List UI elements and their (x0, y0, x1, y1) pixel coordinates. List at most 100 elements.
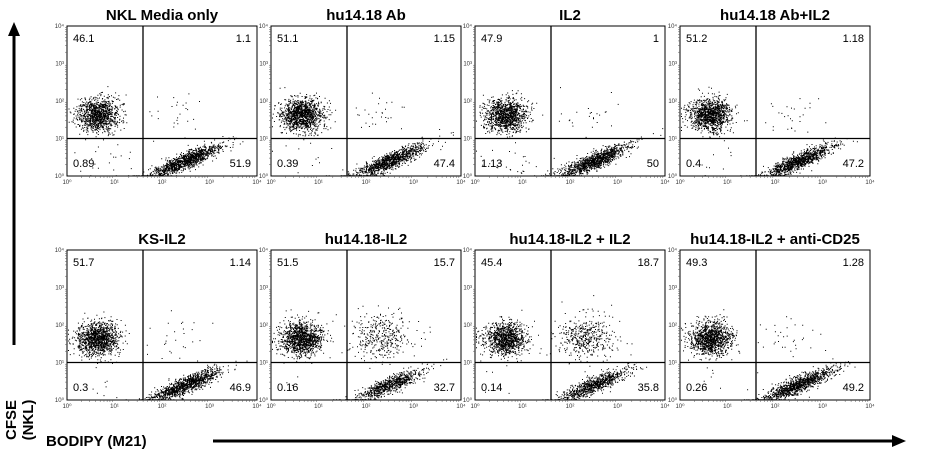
x-tick-label: 10² (158, 180, 167, 186)
scatter-points (272, 87, 454, 177)
x-tick-label: 10⁴ (660, 403, 670, 410)
panel-title: hu14.18-IL2 (325, 231, 408, 248)
panel-title: IL2 (559, 7, 581, 24)
quadrant-label-ul: 51.2 (686, 33, 707, 45)
quadrant-label-ur: 1.28 (843, 257, 864, 269)
x-tick-label: 10⁰ (675, 403, 685, 410)
x-tick-label: 10⁴ (252, 403, 262, 410)
quadrant-label-ul: 51.5 (277, 257, 298, 269)
quadrant-label-ll: 0.4 (686, 158, 701, 170)
events (476, 87, 664, 177)
quadrant-label-ul: 51.1 (277, 33, 298, 45)
x-tick-label: 10¹ (110, 180, 119, 186)
x-tick-label: 10⁰ (675, 179, 685, 186)
y-tick-label: 10⁴ (668, 23, 678, 30)
y-tick-label: 10² (463, 99, 472, 105)
events (681, 309, 856, 401)
y-tick-label: 10⁴ (463, 23, 473, 30)
y-tick-label: 10⁰ (668, 397, 678, 404)
quadrant-label-lr: 35.8 (638, 382, 659, 394)
events (272, 305, 448, 401)
y-tick-label: 10³ (668, 62, 677, 68)
x-tick-label: 10⁴ (456, 403, 466, 410)
scatter-points (68, 310, 248, 401)
x-tick-label: 10¹ (314, 180, 323, 186)
quadrant-label-ur: 1.18 (843, 33, 864, 45)
quadrant-label-lr: 51.9 (230, 158, 251, 170)
y-tick-label: 10¹ (463, 137, 472, 143)
y-tick-label: 10² (668, 99, 677, 105)
y-tick-label: 10⁴ (463, 247, 473, 254)
quadrant-label-ll: 1.13 (481, 158, 502, 170)
y-tick-label: 10³ (55, 286, 64, 292)
x-tick-label: 10² (771, 404, 780, 410)
y-axis-label-nkl: (NKL) (20, 400, 37, 441)
panel-title: NKL Media only (106, 7, 219, 24)
x-tick-label: 10¹ (110, 404, 119, 410)
plot-frame (270, 249, 462, 401)
y-tick-label: 10¹ (668, 361, 677, 367)
x-axis-label: BODIPY (M21) (46, 433, 147, 450)
quadrant-label-ll: 0.26 (686, 382, 707, 394)
scatter-points (681, 309, 856, 401)
x-tick-label: 10³ (613, 180, 622, 186)
events (68, 310, 248, 401)
panel-title: KS-IL2 (138, 231, 186, 248)
y-axis-label-cfse: CFSE (3, 400, 20, 440)
y-tick-label: 10¹ (55, 361, 64, 367)
y-tick-label: 10⁰ (55, 173, 65, 180)
x-tick-label: 10³ (818, 180, 827, 186)
y-tick-label: 10¹ (668, 137, 677, 143)
y-tick-label: 10⁰ (259, 173, 269, 180)
quadrant-label-ul: 45.4 (481, 257, 502, 269)
quadrant-label-ll: 0.39 (277, 158, 298, 170)
y-tick-label: 10⁰ (259, 397, 269, 404)
scatter-points (681, 86, 858, 177)
y-tick-label: 10³ (259, 286, 268, 292)
x-axis-arrow (213, 435, 906, 447)
scatter-points (476, 87, 664, 177)
x-tick-label: 10¹ (723, 180, 732, 186)
y-tick-label: 10³ (463, 62, 472, 68)
x-tick-label: 10⁰ (470, 179, 480, 186)
y-tick-label: 10⁰ (55, 397, 65, 404)
x-tick-label: 10² (362, 404, 371, 410)
quadrant-label-lr: 47.4 (434, 158, 455, 170)
plot-frame (66, 25, 258, 177)
events (68, 86, 244, 177)
plot-frame (474, 249, 666, 401)
scatter-points (272, 305, 448, 401)
x-tick-label: 10³ (205, 180, 214, 186)
x-tick-label: 10⁴ (865, 403, 875, 410)
y-tick-label: 10⁰ (463, 397, 473, 404)
quadrant-label-ll: 0.89 (73, 158, 94, 170)
y-tick-label: 10⁰ (668, 173, 678, 180)
quadrant-label-ur: 1 (653, 33, 659, 45)
x-tick-label: 10³ (613, 404, 622, 410)
x-tick-label: 10² (771, 180, 780, 186)
panel-title: hu14.18-IL2 + IL2 (509, 231, 630, 248)
quadrant-label-lr: 49.2 (843, 382, 864, 394)
x-tick-label: 10³ (205, 404, 214, 410)
quadrant-label-ur: 15.7 (434, 257, 455, 269)
x-tick-label: 10⁰ (266, 403, 276, 410)
x-tick-label: 10³ (409, 404, 418, 410)
x-tick-label: 10⁴ (660, 179, 670, 186)
y-tick-label: 10¹ (259, 137, 268, 143)
quadrant-label-ll: 0.16 (277, 382, 298, 394)
y-tick-label: 10² (463, 323, 472, 329)
quadrant-label-lr: 50 (647, 158, 659, 170)
x-tick-label: 10¹ (723, 404, 732, 410)
x-tick-label: 10² (566, 180, 575, 186)
